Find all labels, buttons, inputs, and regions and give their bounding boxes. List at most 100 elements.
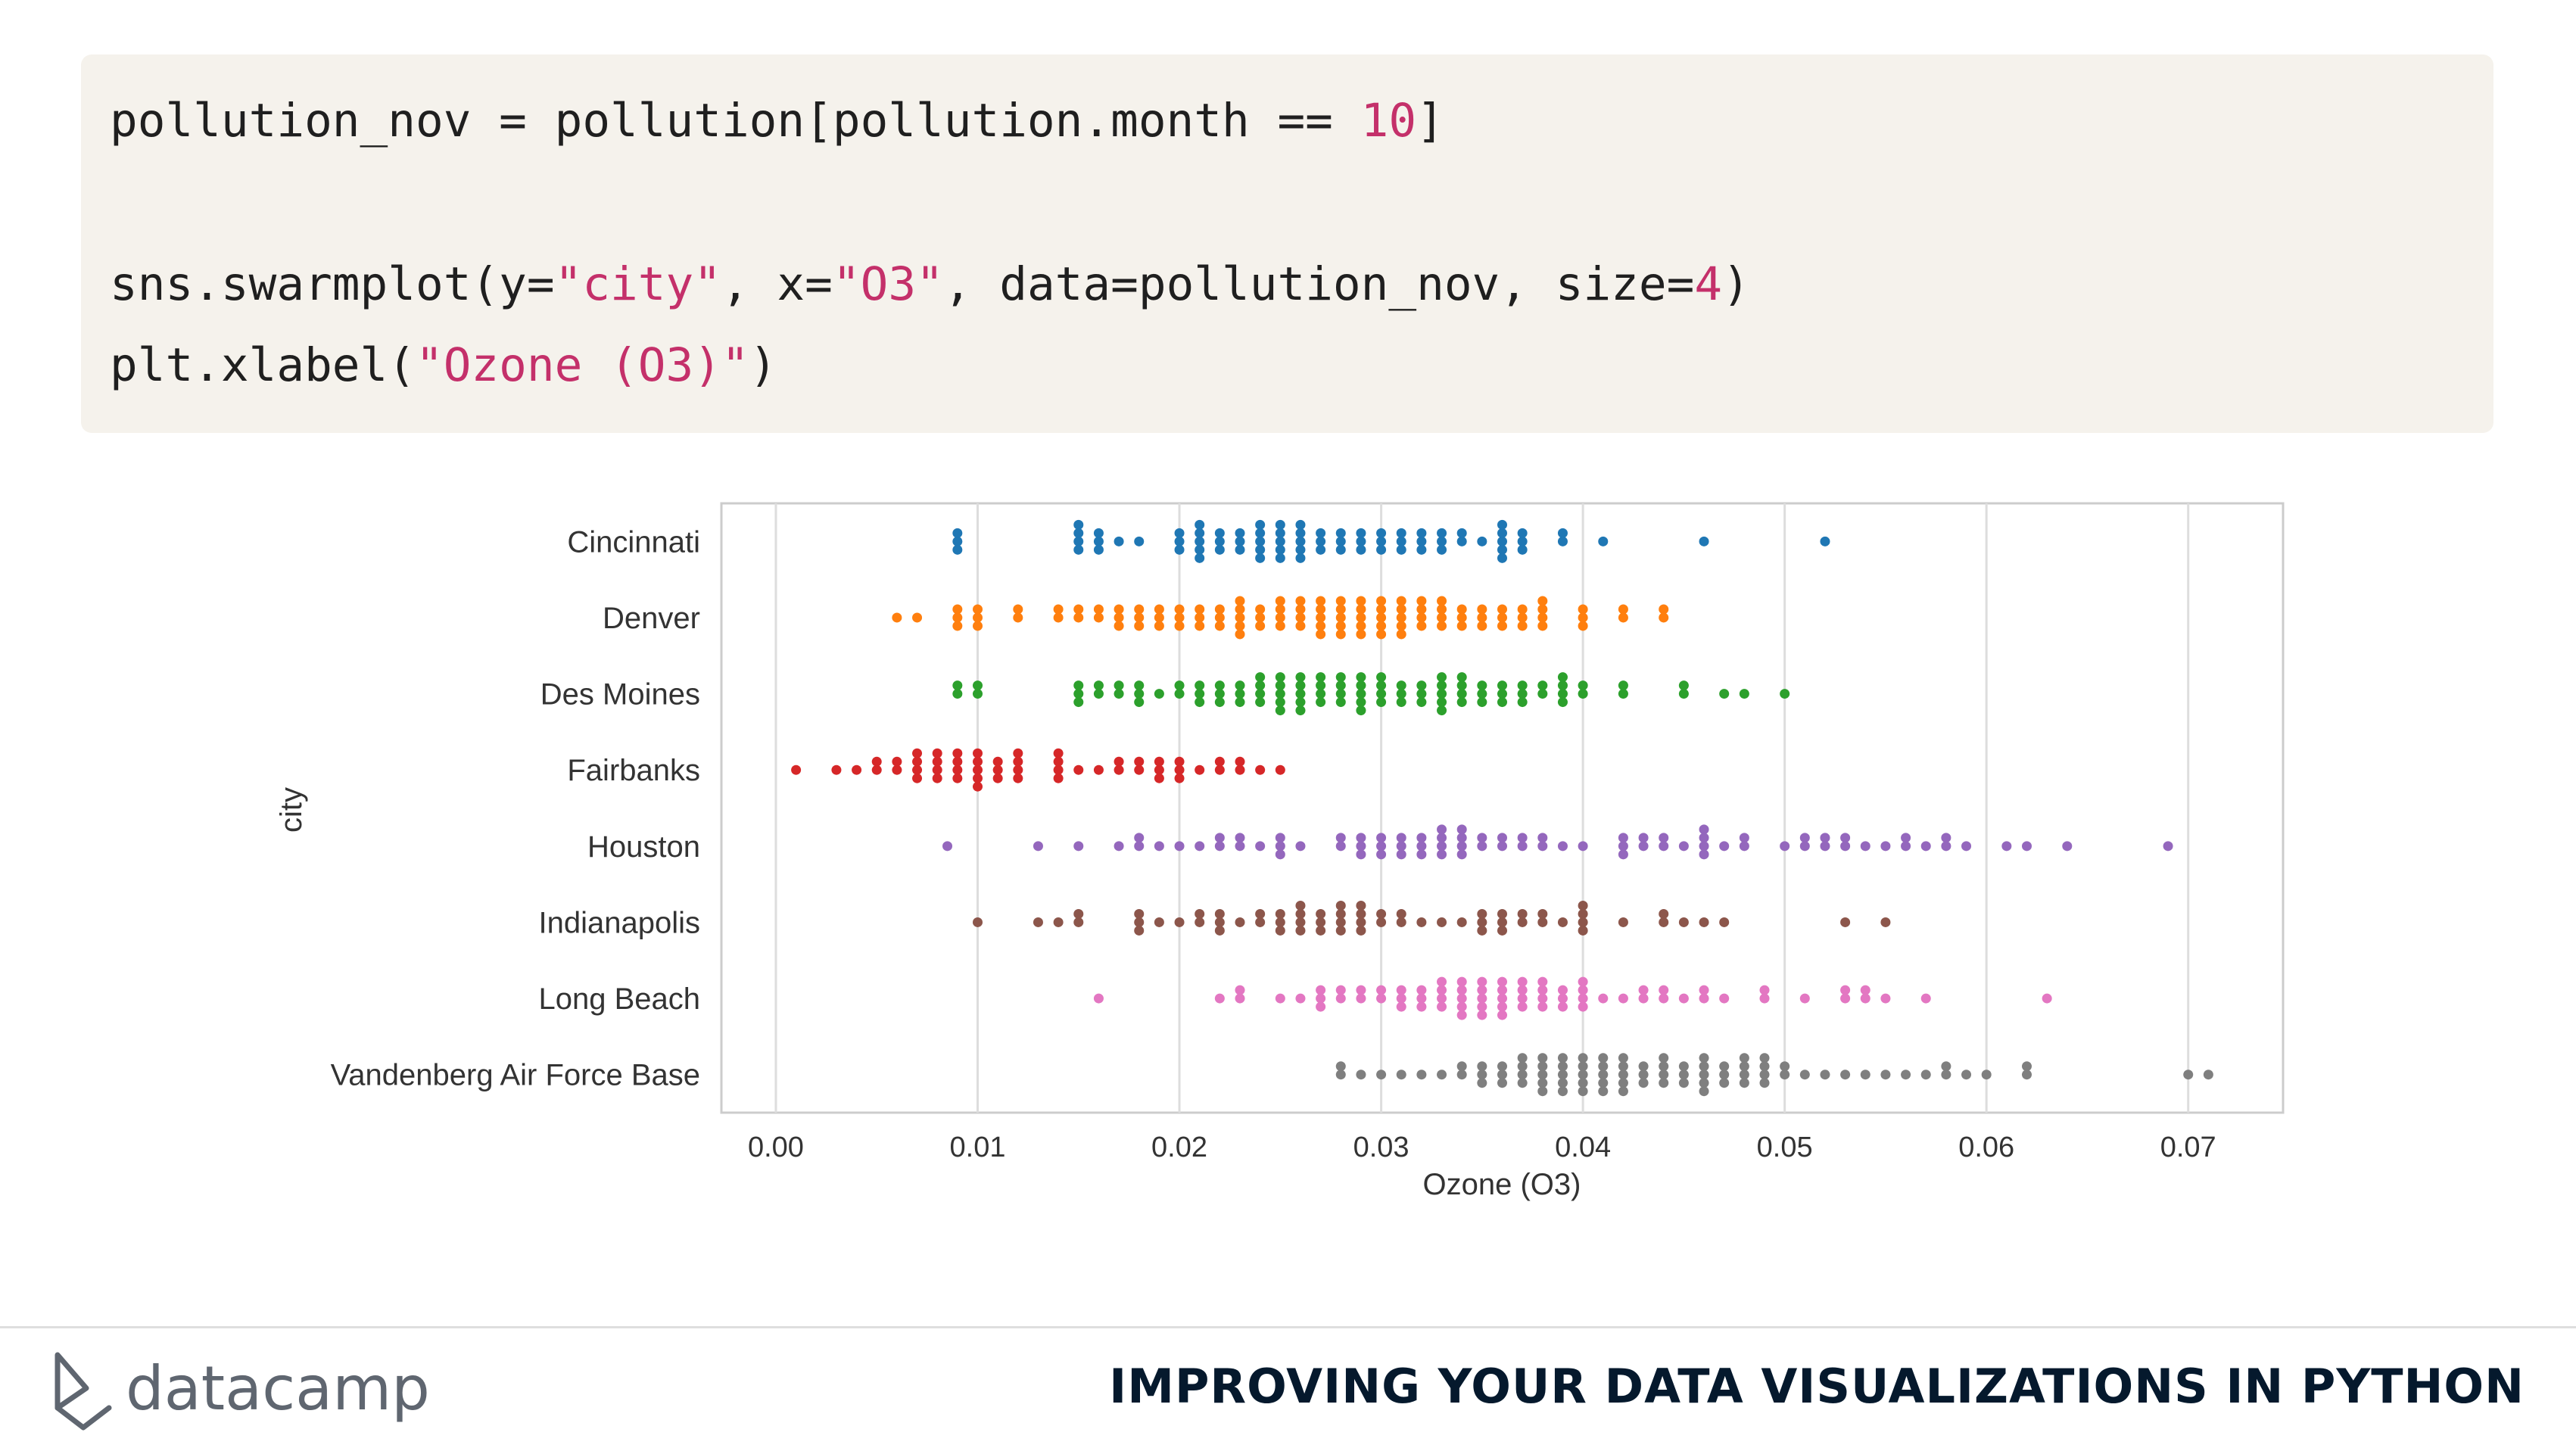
data-point (1174, 536, 1185, 546)
data-point (1699, 1070, 1709, 1080)
data-point (1557, 1086, 1568, 1097)
data-point (1214, 528, 1225, 538)
data-point (1517, 621, 1528, 631)
x-tick-label: 0.01 (950, 1132, 1006, 1163)
data-point (1517, 1001, 1528, 1012)
data-point (1456, 985, 1467, 995)
data-point (1396, 1001, 1406, 1012)
data-point (1335, 1061, 1346, 1072)
data-point (1376, 612, 1387, 623)
data-point (1396, 621, 1406, 631)
data-point (1195, 621, 1205, 631)
data-point (1860, 993, 1870, 1004)
data-point (1537, 689, 1548, 699)
data-point (1719, 1070, 1730, 1080)
data-point (1013, 604, 1023, 615)
data-point (1214, 689, 1225, 699)
x-tick-label: 0.00 (748, 1132, 804, 1163)
data-point (1316, 604, 1326, 615)
data-point (1517, 1078, 1528, 1088)
data-point (1557, 1078, 1568, 1088)
data-point (1719, 1061, 1730, 1072)
data-point (1739, 1078, 1749, 1088)
data-point (1316, 1001, 1326, 1012)
data-point (1598, 1070, 1609, 1080)
data-point (1920, 993, 1931, 1004)
data-point (1073, 612, 1084, 623)
data-point (1134, 680, 1145, 691)
data-point (1477, 680, 1487, 691)
plot-background (720, 502, 2285, 1114)
data-point (1275, 917, 1285, 927)
data-point (1174, 841, 1185, 852)
data-point (1598, 536, 1609, 546)
data-point (1376, 908, 1387, 919)
data-point (952, 604, 963, 615)
data-point (912, 773, 923, 783)
data-point (2021, 1061, 2032, 1072)
data-point (1537, 917, 1548, 927)
data-point (1235, 833, 1245, 843)
data-point (1316, 908, 1326, 919)
data-point (1316, 612, 1326, 623)
data-point (1396, 1070, 1406, 1080)
data-point (1920, 841, 1931, 852)
data-point (1638, 1070, 1649, 1080)
data-point (1477, 908, 1487, 919)
data-point (1295, 596, 1306, 606)
data-point (1053, 756, 1064, 767)
data-point (1416, 985, 1427, 995)
data-point (1678, 689, 1689, 699)
code-token: ) (1722, 257, 1750, 311)
data-point (1093, 993, 1104, 1004)
data-point (1416, 697, 1427, 708)
data-point (1356, 917, 1366, 927)
data-point (1517, 612, 1528, 623)
data-point (1659, 833, 1669, 843)
data-point (1093, 544, 1104, 555)
data-point (973, 781, 983, 792)
data-point (1195, 536, 1205, 546)
data-point (1396, 596, 1406, 606)
data-point (1557, 841, 1568, 852)
data-point (1335, 993, 1346, 1004)
data-point (1719, 689, 1730, 699)
data-point (1618, 612, 1628, 623)
data-point (1235, 544, 1245, 555)
data-point (1477, 1001, 1487, 1012)
data-point (1376, 544, 1387, 555)
data-point (1376, 672, 1387, 683)
data-point (1356, 612, 1366, 623)
data-point (1799, 1070, 1810, 1080)
data-point (1880, 1070, 1891, 1080)
data-point (1416, 841, 1427, 852)
code-token: "O3" (832, 257, 944, 311)
data-point (1295, 900, 1306, 911)
data-point (1638, 1078, 1649, 1088)
data-point (1255, 764, 1266, 775)
y-tick-labels: Cincinnati Denver Des Moines Fairbanks Houst… (331, 525, 700, 1091)
data-point (1073, 604, 1084, 615)
data-point (1497, 544, 1507, 555)
data-point (1093, 612, 1104, 623)
data-point (1638, 841, 1649, 852)
data-point (1497, 536, 1507, 546)
data-point (1356, 849, 1366, 860)
data-point (1880, 917, 1891, 927)
y-tick-label: Indianapolis (539, 906, 701, 939)
data-point (1396, 917, 1406, 927)
data-point (1780, 1070, 1790, 1080)
y-tick-label: Cincinnati (567, 525, 700, 559)
data-point (1255, 544, 1266, 555)
data-point (1295, 519, 1306, 530)
data-point (1557, 1001, 1568, 1012)
data-point (1214, 756, 1225, 767)
data-point (1316, 689, 1326, 699)
data-point (1456, 833, 1467, 843)
data-point (952, 680, 963, 691)
data-point (1537, 841, 1548, 852)
data-point (1678, 680, 1689, 691)
data-point (1598, 1078, 1609, 1088)
data-point (1759, 1070, 1770, 1080)
data-point (1497, 519, 1507, 530)
